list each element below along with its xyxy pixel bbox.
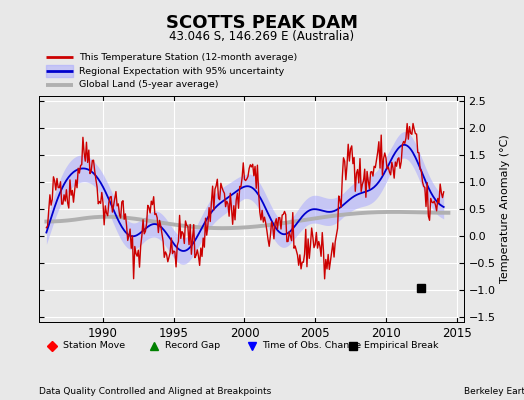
Text: Station Move: Station Move	[63, 341, 125, 350]
Text: Data Quality Controlled and Aligned at Breakpoints: Data Quality Controlled and Aligned at B…	[39, 387, 271, 396]
Text: 43.046 S, 146.269 E (Australia): 43.046 S, 146.269 E (Australia)	[169, 30, 355, 43]
Text: Berkeley Earth: Berkeley Earth	[464, 387, 524, 396]
Text: Global Land (5-year average): Global Land (5-year average)	[79, 80, 219, 89]
Text: Time of Obs. Change: Time of Obs. Change	[262, 341, 361, 350]
Text: Empirical Break: Empirical Break	[364, 341, 439, 350]
Text: Record Gap: Record Gap	[165, 341, 220, 350]
Text: Regional Expectation with 95% uncertainty: Regional Expectation with 95% uncertaint…	[79, 66, 285, 76]
Y-axis label: Temperature Anomaly (°C): Temperature Anomaly (°C)	[500, 135, 510, 283]
Text: SCOTTS PEAK DAM: SCOTTS PEAK DAM	[166, 14, 358, 32]
Text: This Temperature Station (12-month average): This Temperature Station (12-month avera…	[79, 53, 298, 62]
